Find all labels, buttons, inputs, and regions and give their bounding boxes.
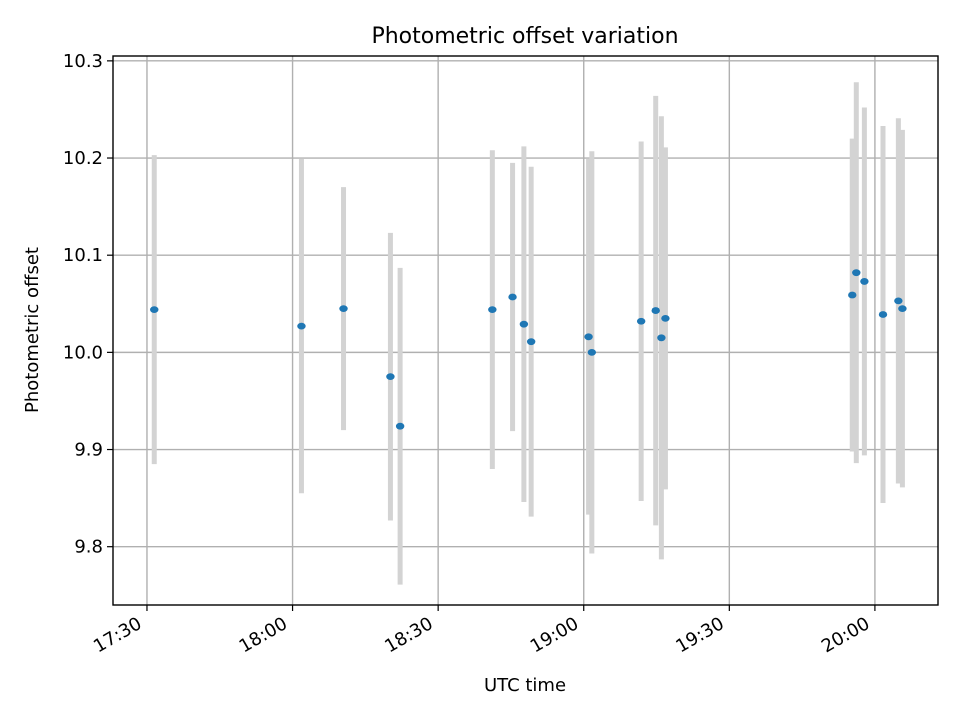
data-point <box>848 291 857 299</box>
x-tick-label: 19:30 <box>672 613 727 657</box>
x-tick-label: 20:00 <box>818 613 873 657</box>
data-point <box>395 422 405 430</box>
data-point <box>860 278 869 285</box>
data-point <box>898 305 907 313</box>
y-tick-label: 10.1 <box>63 245 103 266</box>
x-tick-label: 18:00 <box>236 613 291 657</box>
data-point <box>519 320 529 328</box>
x-axis-label: UTC time <box>484 675 566 696</box>
x-axis-ticks: 17:30 18:00 18:30 19:00 19:30 20:00 <box>90 605 876 657</box>
data-point <box>894 297 903 305</box>
chart-title: Photometric offset variation <box>371 24 678 49</box>
x-tick-label: 19:00 <box>527 613 582 657</box>
data-point <box>488 306 497 314</box>
data-points <box>150 269 907 430</box>
data-point <box>386 373 395 381</box>
data-point <box>508 293 517 301</box>
y-tick-label: 10.2 <box>63 148 103 169</box>
y-tick-label: 10.3 <box>63 51 103 72</box>
data-point <box>878 311 888 318</box>
data-point <box>636 317 646 325</box>
y-axis-label: Photometric offset <box>22 247 43 413</box>
y-axis-ticks: 9.8 9.9 10.0 10.1 10.2 10.3 <box>63 51 113 558</box>
data-point <box>657 334 666 342</box>
data-point <box>651 307 660 314</box>
data-point <box>852 269 861 277</box>
data-point <box>587 348 597 356</box>
y-tick-label: 10.0 <box>63 342 103 363</box>
data-point <box>661 314 670 322</box>
data-point <box>339 305 348 313</box>
y-tick-label: 9.9 <box>74 440 103 461</box>
plot-frame <box>112 55 939 606</box>
y-tick-label: 9.8 <box>74 537 103 558</box>
data-point <box>297 322 306 330</box>
data-point <box>150 306 159 314</box>
data-point <box>584 333 593 341</box>
data-point <box>526 338 536 346</box>
x-tick-label: 18:30 <box>381 613 436 657</box>
x-tick-label: 17:30 <box>90 613 145 657</box>
